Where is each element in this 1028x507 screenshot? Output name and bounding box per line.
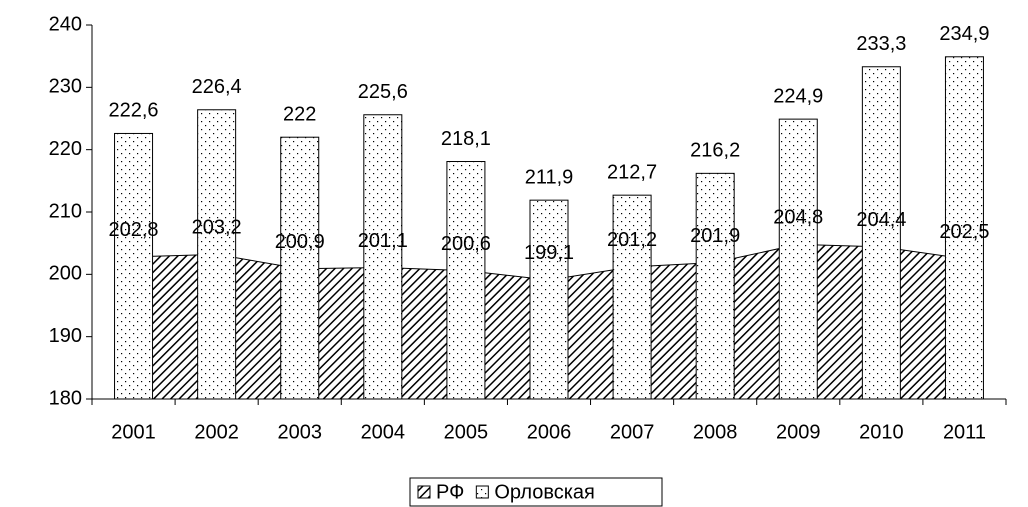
bar bbox=[529, 199, 569, 400]
bar bbox=[612, 194, 652, 400]
x-tick-label: 2010 bbox=[859, 421, 904, 443]
legend-swatch bbox=[475, 485, 489, 499]
bar bbox=[197, 109, 237, 400]
legend-swatch bbox=[417, 485, 431, 499]
bar bbox=[778, 118, 818, 400]
x-tick-label: 2006 bbox=[527, 421, 572, 443]
x-tick-label: 2008 bbox=[693, 421, 738, 443]
data-label: 201,9 bbox=[690, 225, 740, 247]
x-tick-label: 2011 bbox=[943, 421, 986, 443]
bar bbox=[363, 114, 403, 400]
bar bbox=[695, 172, 735, 400]
data-label: 212,7 bbox=[607, 161, 657, 183]
x-tick-label: 2001 bbox=[111, 421, 156, 443]
data-label: 226,4 bbox=[192, 76, 242, 98]
data-label: 202,8 bbox=[109, 219, 159, 241]
bar bbox=[446, 161, 486, 400]
data-label: 203,2 bbox=[192, 217, 242, 239]
y-tick-label: 230 bbox=[49, 76, 82, 98]
legend-label: Орловская bbox=[494, 481, 595, 503]
y-tick-label: 180 bbox=[49, 387, 82, 409]
bar bbox=[861, 66, 901, 400]
data-label: 222,6 bbox=[109, 100, 159, 122]
data-label: 200,6 bbox=[441, 233, 491, 255]
data-label: 211,9 bbox=[525, 166, 574, 188]
y-tick-label: 200 bbox=[49, 263, 82, 285]
x-tick-label: 2004 bbox=[361, 421, 406, 443]
data-label: 201,1 bbox=[358, 230, 408, 252]
data-label: 204,8 bbox=[773, 207, 823, 229]
x-tick-label: 2005 bbox=[444, 421, 489, 443]
y-tick-label: 190 bbox=[49, 325, 82, 347]
data-label: 233,3 bbox=[856, 33, 906, 55]
legend bbox=[409, 477, 663, 507]
data-label: 200,9 bbox=[275, 231, 325, 253]
data-label: 216,2 bbox=[690, 140, 740, 162]
legend-label: РФ bbox=[436, 481, 464, 503]
data-label: 202,5 bbox=[939, 221, 989, 243]
data-label: 199,1 bbox=[524, 242, 574, 264]
x-tick-label: 2009 bbox=[776, 421, 821, 443]
data-label: 224,9 bbox=[773, 85, 823, 107]
data-label: 225,6 bbox=[358, 81, 408, 103]
x-tick-label: 2002 bbox=[194, 421, 239, 443]
x-tick-label: 2007 bbox=[610, 421, 655, 443]
data-label: 201,2 bbox=[607, 229, 657, 251]
data-label: 222 bbox=[283, 103, 316, 125]
data-label: 218,1 bbox=[441, 128, 491, 150]
bar bbox=[114, 132, 154, 400]
data-label: 204,4 bbox=[856, 209, 906, 231]
bar bbox=[280, 136, 320, 400]
data-label: 234,9 bbox=[939, 23, 989, 45]
y-tick-label: 210 bbox=[49, 200, 82, 222]
y-tick-label: 240 bbox=[49, 13, 82, 35]
y-tick-label: 220 bbox=[49, 138, 82, 160]
x-tick-label: 2003 bbox=[277, 421, 322, 443]
